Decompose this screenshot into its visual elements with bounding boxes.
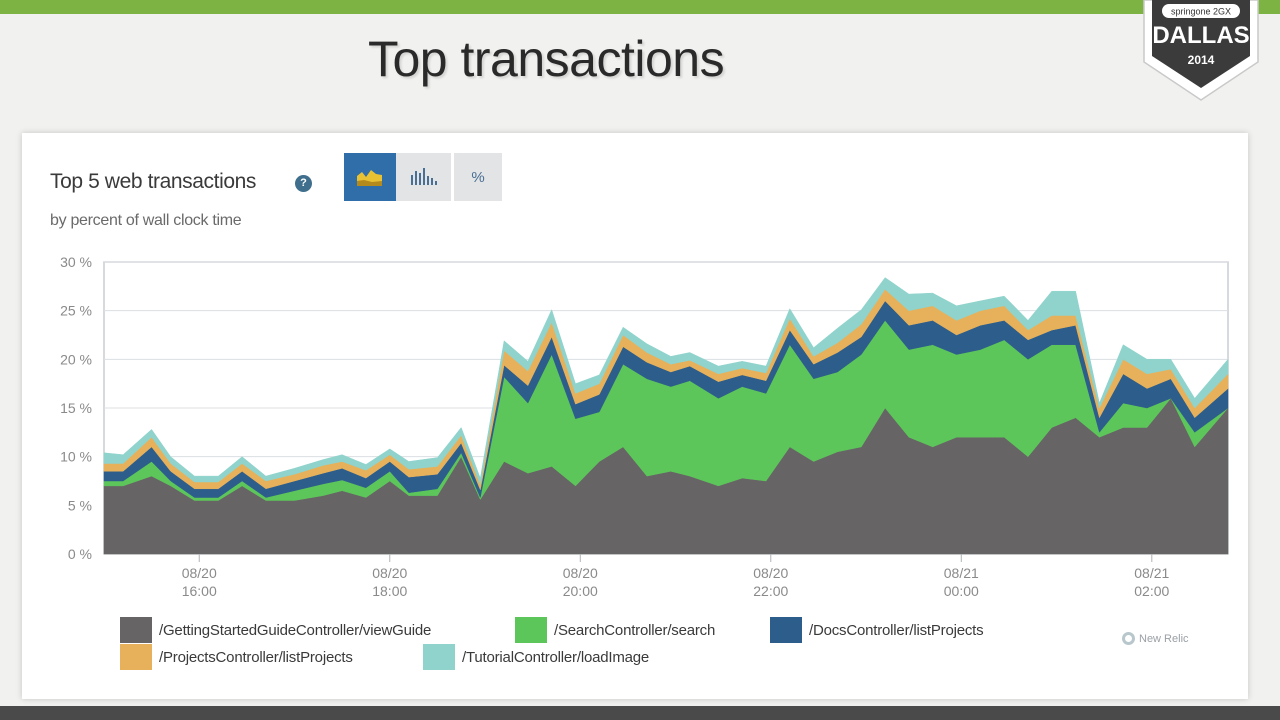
percent-view-button[interactable]: % xyxy=(454,153,502,201)
axis-layer: 0 % 5 % 10 % 15 % 20 % 25 % 30 % 08/20 16:00 08/2… xyxy=(60,254,1169,599)
y-tick-label: 0 % xyxy=(68,546,92,562)
y-tick-label: 10 % xyxy=(60,449,92,465)
x-tick-time: 18:00 xyxy=(372,583,407,599)
legend-item-1[interactable]: /GettingStartedGuideController/viewGuide xyxy=(120,617,431,643)
x-tick-date: 08/20 xyxy=(563,565,598,581)
x-tick-time: 16:00 xyxy=(182,583,217,599)
watermark-label: New Relic xyxy=(1139,632,1189,645)
y-tick-label: 20 % xyxy=(60,351,92,367)
y-tick-label: 15 % xyxy=(60,400,92,416)
x-tick-time: 00:00 xyxy=(944,583,979,599)
y-tick-label: 30 % xyxy=(60,254,92,270)
badge-brand: springone 2GX xyxy=(1171,7,1231,17)
slide-title: Top transactions xyxy=(368,31,725,87)
area-layer xyxy=(103,277,1229,555)
legend-label: /GettingStartedGuideController/viewGuide xyxy=(159,621,432,639)
area-view-button[interactable] xyxy=(344,153,396,201)
stacked-area-chart: 0 % 5 % 10 % 15 % 20 % 25 % 30 % 08/20 16:00 08/2… xyxy=(60,254,1229,599)
bar-view-button[interactable] xyxy=(396,153,451,201)
x-tick-time: 02:00 xyxy=(1134,583,1169,599)
legend-swatch xyxy=(515,617,547,643)
badge-city: DALLAS xyxy=(1152,22,1249,49)
chart-panel: 0 % 5 % 10 % 15 % 20 % 25 % 30 % 08/20 16:00 08/2… xyxy=(22,133,1248,699)
x-tick-time: 22:00 xyxy=(753,583,788,599)
legend-item-3[interactable]: /DocsController/listProjects xyxy=(770,617,984,643)
bar-chart-icon xyxy=(411,168,437,185)
badge-year: 2014 xyxy=(1188,53,1215,67)
x-tick-date: 08/21 xyxy=(1134,565,1169,581)
y-tick-label: 25 % xyxy=(60,303,92,319)
area-chart-icon xyxy=(357,170,382,186)
area-series-5 xyxy=(103,277,1229,486)
chart-title: Top 5 web transactions xyxy=(50,170,256,193)
legend-swatch xyxy=(120,617,152,643)
x-tick-date: 08/20 xyxy=(753,565,788,581)
legend-swatch xyxy=(423,644,455,670)
chart-legend: /GettingStartedGuideController/viewGuide… xyxy=(120,617,1120,677)
legend-item-4[interactable]: /ProjectsController/listProjects xyxy=(120,644,353,670)
question-icon[interactable]: ? xyxy=(295,175,312,192)
new-relic-watermark: New Relic xyxy=(1122,632,1189,645)
legend-swatch xyxy=(770,617,802,643)
new-relic-logo-icon xyxy=(1122,632,1135,645)
badge-shield-inner xyxy=(1152,0,1250,88)
conference-badge: springone 2GX DALLAS 2014 xyxy=(1143,0,1259,101)
legend-item-2[interactable]: /SearchController/search xyxy=(515,617,715,643)
x-tick-date: 08/21 xyxy=(944,565,979,581)
legend-swatch xyxy=(120,644,152,670)
legend-label: /DocsController/listProjects xyxy=(809,621,984,639)
bottom-bar xyxy=(0,706,1280,720)
y-tick-label: 5 % xyxy=(68,497,92,513)
legend-label: /ProjectsController/listProjects xyxy=(159,648,353,666)
legend-label: /TutorialController/loadImage xyxy=(462,648,650,666)
top-accent-bar xyxy=(0,0,1280,14)
badge-brand-pill xyxy=(1162,4,1240,18)
legend-item-5[interactable]: /TutorialController/loadImage xyxy=(423,644,649,670)
x-tick-date: 08/20 xyxy=(182,565,217,581)
chart-subtitle: by percent of wall clock time xyxy=(50,212,242,229)
legend-label: /SearchController/search xyxy=(554,621,716,639)
x-tick-date: 08/20 xyxy=(372,565,407,581)
x-tick-time: 20:00 xyxy=(563,583,598,599)
